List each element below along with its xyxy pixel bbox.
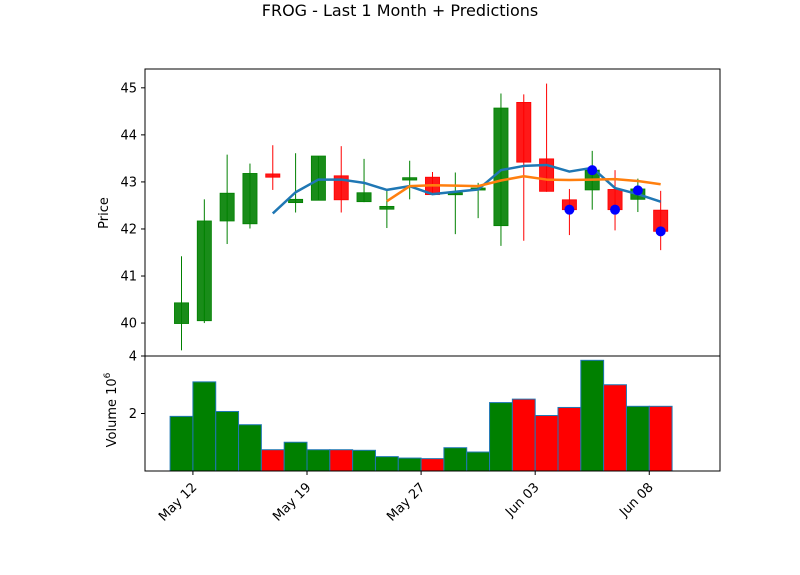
volume-bar <box>580 359 605 472</box>
price-y-tick-label: 41 <box>120 270 137 285</box>
volume-bar <box>260 449 285 472</box>
price-y-axis-label: Price <box>97 197 112 229</box>
candle-body <box>493 107 509 227</box>
volume-bar <box>374 456 399 472</box>
volume-bar <box>192 381 217 472</box>
volume-bar <box>169 415 194 472</box>
volume-y-tick-label: 4 <box>129 350 137 365</box>
price-y-ticks: 40 41 42 43 44 45 <box>120 81 145 332</box>
volume-bar <box>511 398 536 472</box>
price-candles <box>174 83 669 351</box>
x-ticks: May 12 May 19 May 27 Jun 03 Jun 08 <box>156 471 657 525</box>
volume-bar <box>489 402 513 472</box>
x-tick-label: May 19 <box>270 480 314 524</box>
x-tick-label: Jun 03 <box>502 480 542 520</box>
volume-bar <box>603 384 627 472</box>
candle-body <box>242 173 258 225</box>
candle-body <box>219 192 235 222</box>
volume-bar <box>466 451 491 472</box>
price-y-tick-label: 42 <box>120 222 137 237</box>
candle-body <box>310 155 326 201</box>
volume-bar <box>238 424 262 472</box>
volume-bar <box>534 415 559 472</box>
series-line-2 <box>386 175 661 203</box>
volume-bar <box>283 441 308 472</box>
candle-body <box>196 220 212 322</box>
volume-bar <box>648 405 673 472</box>
candle-body <box>265 173 281 178</box>
volume-bar <box>306 449 331 472</box>
price-panel: 40 41 42 43 44 45 Price <box>97 68 721 357</box>
volume-bar <box>625 405 650 472</box>
candle-body <box>174 302 189 324</box>
candle-body <box>288 198 304 204</box>
chart-title: FROG - Last 1 Month + Predictions <box>262 1 538 20</box>
price-predictions <box>564 165 666 237</box>
volume-y-axis-label: Volume 106 <box>103 372 120 447</box>
series-line-1 <box>271 163 662 215</box>
x-tick-label: May 27 <box>384 480 428 524</box>
price-y-tick-label: 43 <box>120 175 137 190</box>
volume-bar <box>215 410 240 472</box>
volume-bar <box>329 449 354 472</box>
volume-panel: 24 Volume 106 May 12 May 19 May 27 Jun 03 Ju… <box>103 350 721 525</box>
candle-body <box>333 175 349 201</box>
prediction-point <box>610 204 621 215</box>
volume-bar <box>397 457 422 472</box>
candle-body <box>379 205 395 210</box>
candle-body <box>356 192 372 203</box>
price-y-tick-label: 40 <box>120 317 137 332</box>
candle-body <box>516 102 532 163</box>
prediction-point <box>587 165 598 176</box>
volume-bar <box>443 447 468 472</box>
volume-y-tick-label: 2 <box>129 407 137 422</box>
price-y-tick-label: 44 <box>120 128 137 143</box>
volume-bars <box>169 359 673 472</box>
prediction-point <box>655 226 666 237</box>
price-y-tick-label: 45 <box>120 81 137 96</box>
price-lines <box>271 163 662 215</box>
x-tick-label: Jun 08 <box>616 480 656 520</box>
prediction-point <box>632 185 643 196</box>
candle-body <box>402 177 418 181</box>
volume-y-ticks: 24 <box>129 350 145 422</box>
prediction-point <box>564 204 575 215</box>
volume-bar <box>557 406 582 472</box>
x-tick-label: May 12 <box>156 480 200 524</box>
volume-bar <box>420 458 445 472</box>
volume-bar <box>352 449 376 472</box>
